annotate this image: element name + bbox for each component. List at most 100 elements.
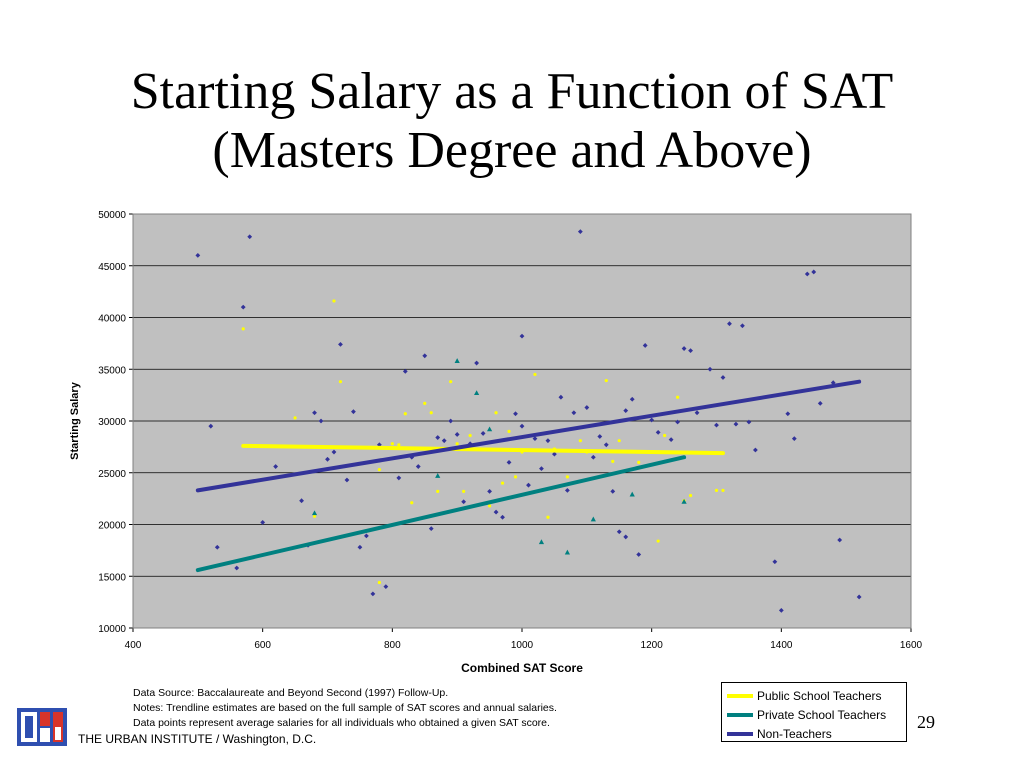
non-teachers-point (804, 271, 810, 277)
x-tick-label: 1600 (900, 640, 923, 651)
non-teachers-point (240, 304, 246, 310)
non-teachers-point (415, 464, 421, 469)
chart-legend: Public School Teachers Private School Te… (721, 682, 907, 742)
non-teachers-point (519, 333, 525, 339)
non-teachers-point (441, 438, 447, 444)
non-teachers-point (247, 234, 253, 240)
public-school-teachers-point (513, 475, 518, 479)
non-teachers-trendline (195, 379, 862, 493)
public-school-teachers-point (611, 459, 615, 463)
non-teachers-point (513, 411, 518, 417)
non-teachers-point (856, 594, 862, 600)
public-school-teachers-point (714, 488, 719, 492)
public-school-teachers-point (637, 460, 641, 464)
data-source-note: Data Source: Baccalaureate and Beyond Se… (133, 687, 449, 699)
legend-label-public: Public School Teachers (757, 688, 882, 703)
non-teachers-point (753, 447, 758, 453)
non-teachers-point (428, 526, 434, 532)
public-school-teachers-point (578, 439, 582, 443)
non-teachers-point (714, 422, 719, 428)
public-school-teachers-point (462, 489, 466, 493)
non-teachers-point (610, 488, 616, 494)
non-teachers-point (487, 488, 492, 494)
slide-title-line-1: Starting Salary as a Function of SAT (130, 63, 894, 120)
y-tick-label: 40000 (98, 314, 126, 325)
page-number: 29 (917, 712, 935, 732)
non-teachers-point (746, 419, 752, 425)
non-teachers-point (214, 544, 220, 550)
y-tick-label: 20000 (98, 521, 126, 532)
non-teachers-point (422, 353, 428, 359)
non-teachers-point (623, 534, 629, 540)
public-school-teachers-point (487, 504, 492, 508)
public-school-teachers-point (403, 412, 407, 416)
public-school-teachers-point (565, 475, 569, 479)
non-teachers-point (545, 438, 551, 444)
x-tick-label: 1200 (641, 640, 664, 651)
legend-label-nonteachers: Non-Teachers (757, 726, 832, 741)
x-tick-label: 600 (254, 640, 271, 651)
public-school-teachers-point (468, 433, 472, 438)
legend-item-nonteachers: Non-Teachers (727, 724, 906, 743)
non-teachers-point (493, 509, 499, 515)
public-school-teachers-point (721, 488, 725, 492)
public-school-teachers-point (676, 395, 680, 399)
non-teachers-point (590, 454, 596, 460)
public-school-teachers-point (455, 442, 459, 446)
slide-title-line-2: (Masters Degree and Above) (212, 122, 812, 180)
public-school-teachers-point (533, 372, 537, 377)
public-school-teachers-point (390, 442, 394, 446)
non-teachers-point (707, 366, 713, 372)
public-school-teachers-point (436, 489, 440, 493)
data-points-note: Data points represent average salaries f… (133, 717, 550, 729)
private-school-teachers-trendline (195, 455, 687, 573)
legend-item-private: Private School Teachers (727, 705, 906, 724)
public-school-teachers-point (397, 443, 401, 447)
non-teachers-point (402, 368, 408, 374)
public-school-teachers-trendline (241, 443, 725, 456)
x-axis-label: Combined SAT Score (461, 661, 583, 675)
non-teachers-point (649, 417, 655, 423)
non-teachers-point (552, 451, 557, 457)
non-teachers-point (629, 396, 635, 402)
public-school-teachers-point (429, 411, 433, 415)
private-school-teachers-point (454, 358, 460, 363)
legend-swatch-public (727, 693, 753, 698)
non-teachers-point (195, 253, 201, 258)
plot-border (132, 213, 912, 629)
non-teachers-point (526, 482, 531, 488)
non-teachers-point (681, 346, 687, 351)
footer-text: THE URBAN INSTITUTE / Washington, D.C. (78, 732, 317, 746)
non-teachers-point (720, 375, 726, 380)
legend-label-private: Private School Teachers (757, 707, 887, 722)
non-teachers-point (357, 544, 363, 550)
non-teachers-point (694, 410, 700, 416)
non-teachers-point (564, 487, 570, 493)
non-teachers-point (461, 499, 467, 505)
non-teachers-point (454, 432, 460, 437)
non-teachers-point (500, 514, 505, 520)
non-teachers-point (344, 477, 350, 483)
non-teachers-point (539, 466, 544, 472)
urban-institute-logo-icon (17, 708, 67, 746)
non-teachers-point (558, 394, 564, 400)
non-teachers-point (817, 401, 823, 406)
y-tick-label: 30000 (98, 417, 126, 428)
non-teachers-point (623, 408, 629, 414)
private-school-teachers-point (538, 539, 545, 545)
non-teachers-point (785, 411, 791, 417)
x-tick-label: 800 (384, 640, 401, 651)
non-teachers-point (383, 584, 389, 589)
private-school-teachers-point (590, 516, 596, 522)
non-teachers-point (364, 533, 369, 539)
non-teachers-point (519, 423, 525, 429)
public-school-teachers-point (377, 468, 381, 472)
non-teachers-point (668, 437, 674, 443)
non-teachers-point (675, 419, 680, 425)
public-school-teachers-point (546, 515, 550, 519)
non-teachers-point (299, 498, 304, 504)
y-axis-label: Starting Salary (69, 381, 81, 460)
non-teachers-point (396, 475, 402, 481)
public-school-teachers-point (293, 416, 297, 420)
public-school-teachers-point (241, 327, 245, 331)
